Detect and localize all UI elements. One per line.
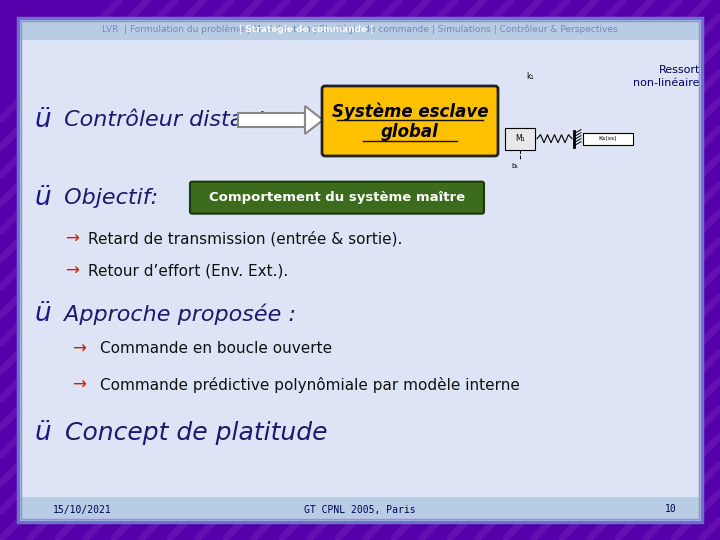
Text: Concept de platitude: Concept de platitude [57,421,328,445]
Text: →: → [72,340,86,357]
Text: GT CPNL 2005, Paris: GT CPNL 2005, Paris [304,504,416,515]
Bar [18,18,702,40]
Text: ü: ü [35,107,52,133]
FancyBboxPatch shape [322,86,498,156]
Text: 15/10/2021: 15/10/2021 [53,504,112,515]
Text: →: → [72,376,86,394]
Text: 10: 10 [665,504,677,515]
FancyBboxPatch shape [190,181,484,214]
Text: global: global [381,123,439,141]
Text: M₁: M₁ [516,134,525,143]
Text: Contrôleur distant: Contrôleur distant [57,110,266,130]
Text: Commande en boucle ouverte: Commande en boucle ouverte [100,341,332,356]
Text: Ks(ss): Ks(ss) [599,136,617,141]
Bar [505,127,535,150]
Text: k₁: k₁ [526,72,534,81]
Text: Retour d’effort (Env. Ext.).: Retour d’effort (Env. Ext.). [88,264,288,278]
Text: →: → [65,230,79,248]
Text: Commande prédictive polynômiale par modèle interne: Commande prédictive polynômiale par modè… [100,377,520,393]
Bar [18,497,702,522]
Text: ü: ü [35,301,52,327]
Text: Retard de transmission (entrée & sortie).: Retard de transmission (entrée & sortie)… [88,231,402,247]
Text: →: → [65,262,79,280]
Text: Ressort
non-linéaire: Ressort non-linéaire [634,65,700,89]
Text: Système esclave: Système esclave [332,102,488,120]
Text: Approche proposée :: Approche proposée : [57,303,296,325]
Polygon shape [305,106,323,134]
Text: Comportement du système maître: Comportement du système maître [209,191,465,204]
Text: b₁: b₁ [511,163,518,168]
Text: ü: ü [35,420,52,446]
Text: LVR  | Formulation du problème | Modélisation | Stratégie de commande | Simulati: LVR | Formulation du problème | Modélisa… [102,24,618,33]
Text: | Stratégie de commande |: | Stratégie de commande | [239,24,373,33]
Bar [583,133,633,145]
Bar [238,113,305,127]
Text: Objectif:: Objectif: [57,188,158,208]
Text: ü: ü [35,185,52,211]
